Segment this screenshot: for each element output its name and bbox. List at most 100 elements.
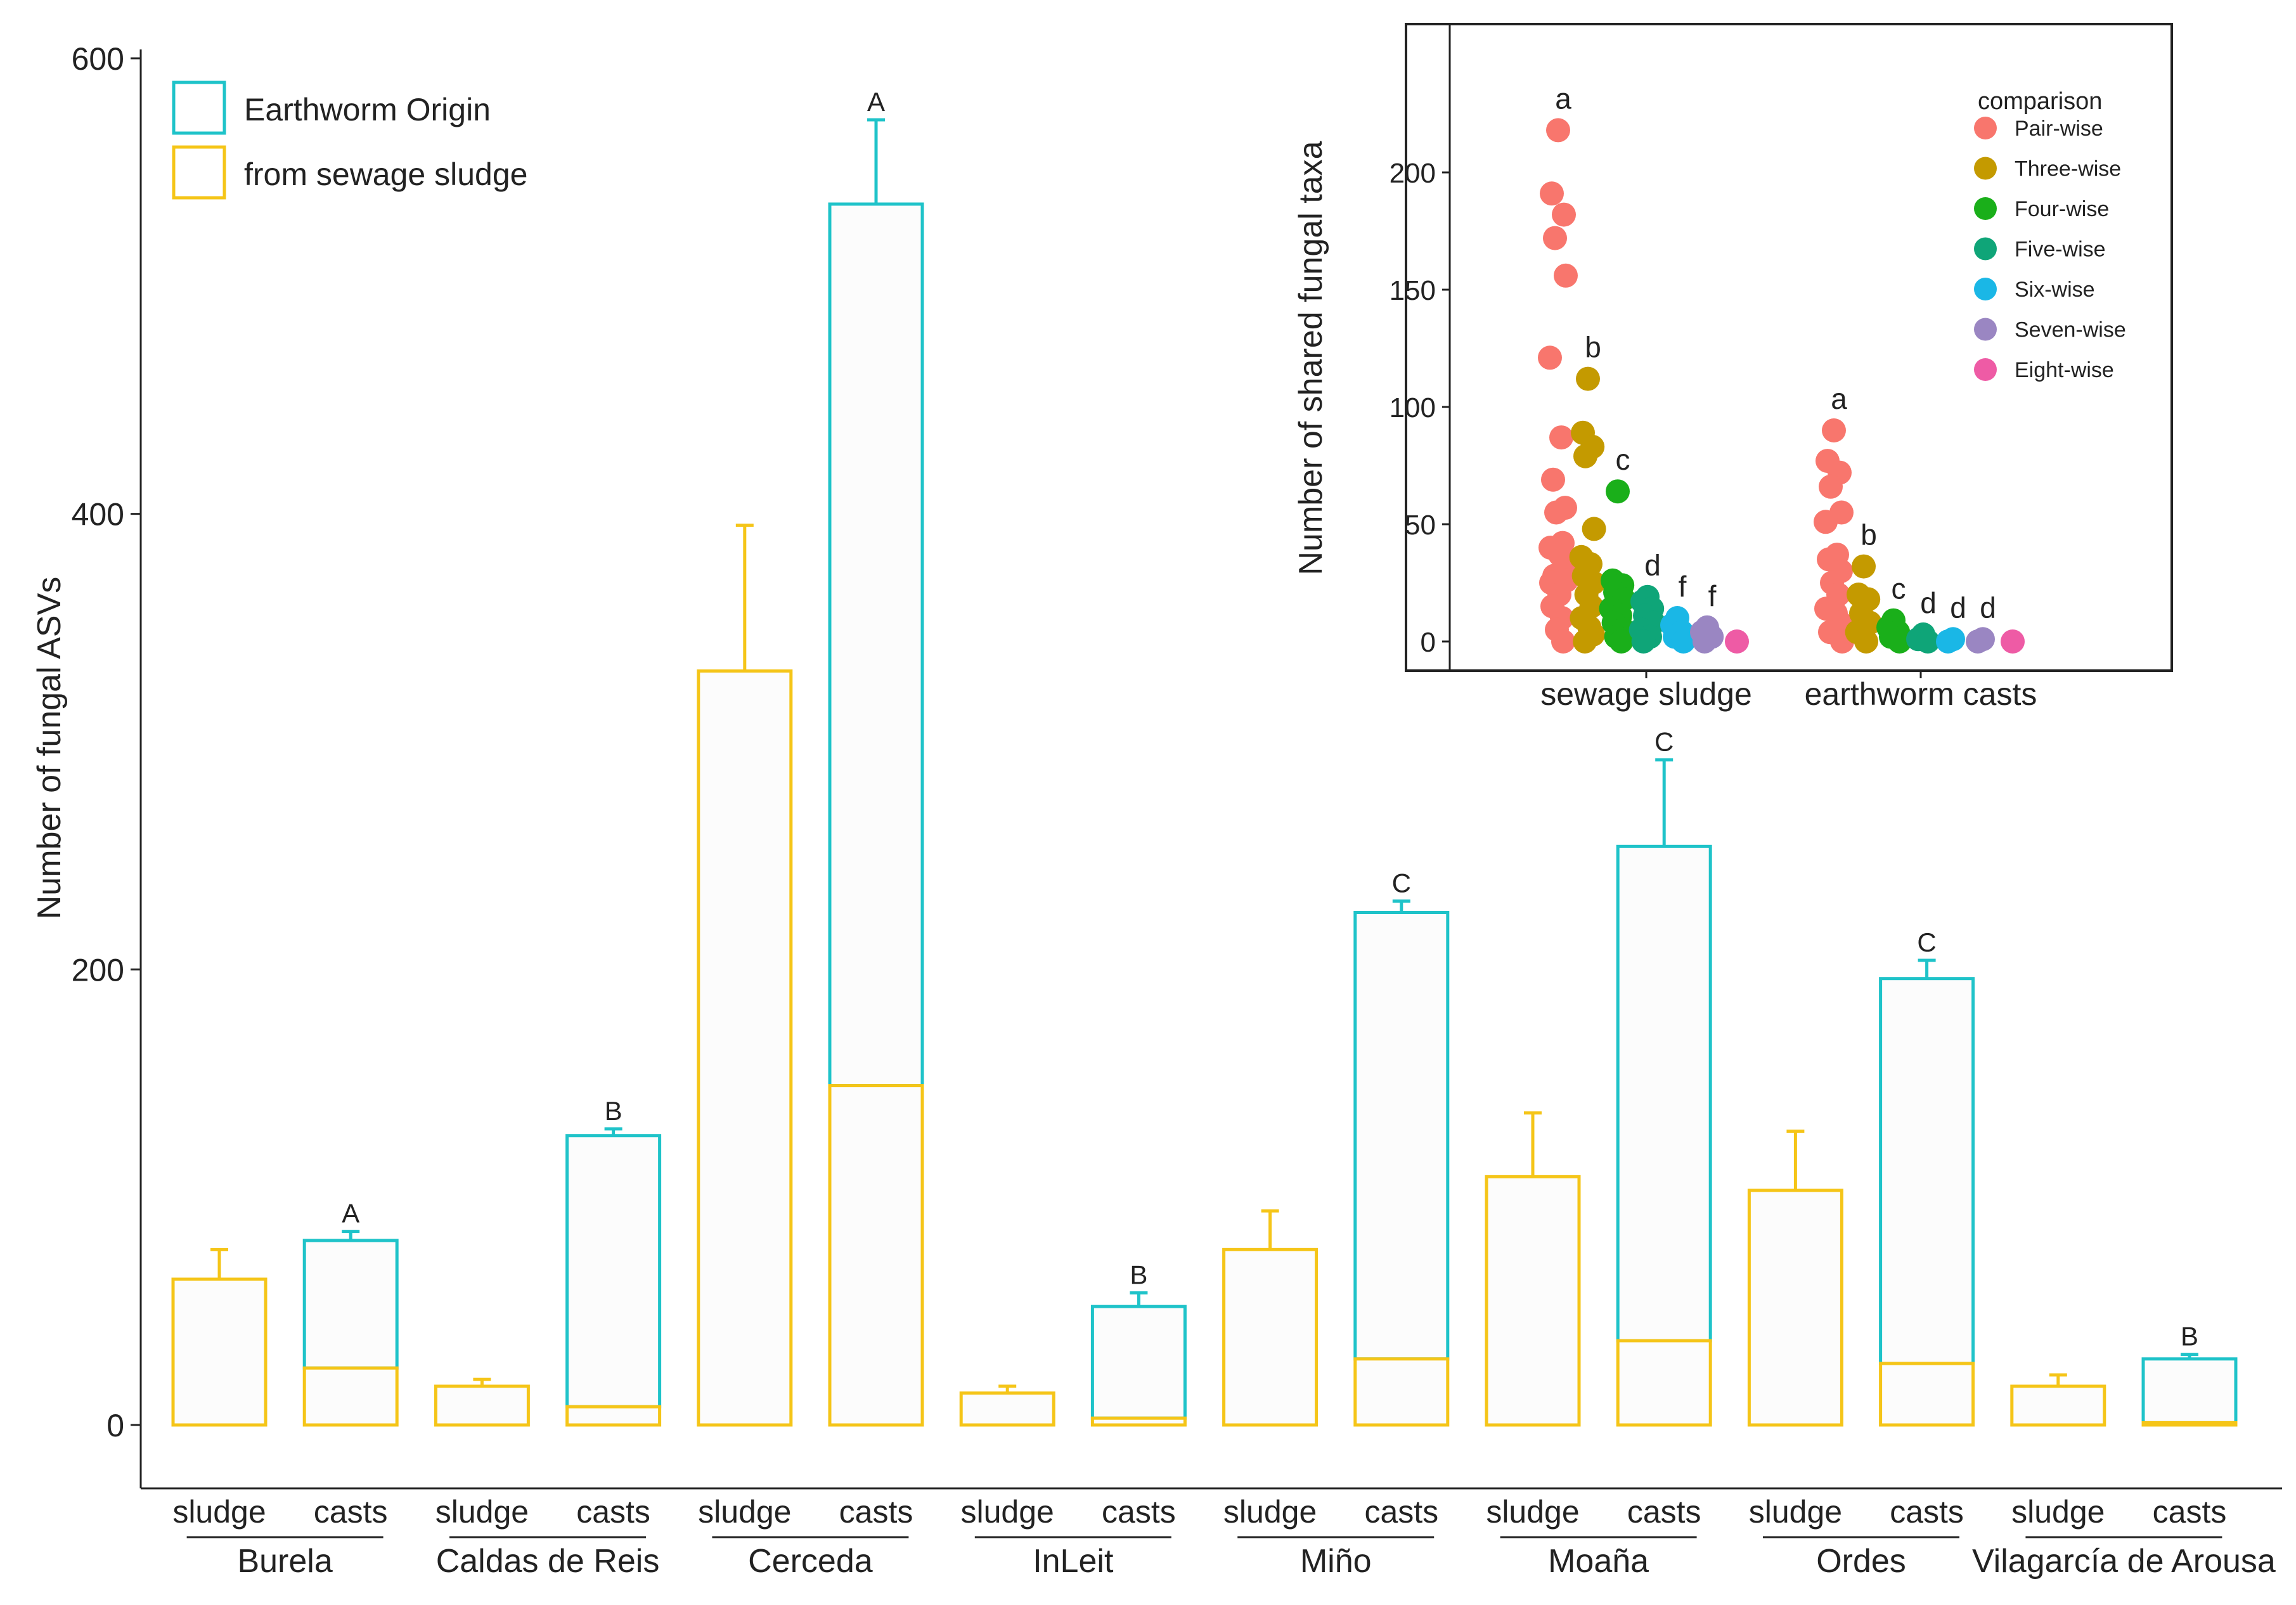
inset-legend-label-four-wise: Four-wise	[2015, 197, 2109, 221]
point-pair-wise-sewage-sludge	[1543, 226, 1567, 250]
significance-letter: A	[867, 87, 885, 117]
bar-group-moana-casts: C	[1616, 727, 1712, 1427]
inset-legend-key-eight-wise	[1974, 358, 1997, 381]
point-eight-wise-earthworm-casts	[2001, 629, 2025, 654]
point-pair-wise-sewage-sludge	[1554, 263, 1578, 288]
x-tick-label-sludge: sludge	[1749, 1494, 1842, 1530]
inset-y-tick-label: 100	[1390, 392, 1436, 423]
significance-letter: A	[342, 1199, 359, 1228]
inset-y-tick-label: 150	[1390, 275, 1436, 306]
main-y-axis-title: Number of fungal ASVs	[31, 577, 68, 920]
point-pair-wise-sewage-sludge	[1549, 425, 1573, 450]
point-four-wise-earthworm-casts	[1887, 629, 1912, 654]
x-tick-label-sludge: sludge	[435, 1494, 529, 1530]
inset-y-tick-label: 50	[1405, 510, 1436, 541]
inset-legend-label-three-wise: Three-wise	[2015, 157, 2121, 181]
inset-x-label-earthworm-casts: earthworm casts	[1805, 676, 2037, 712]
bar-group-burela-sludge	[171, 1247, 268, 1427]
point-five-wise-earthworm-casts	[1916, 629, 1940, 654]
inset-significance-letter: b	[1585, 331, 1601, 364]
bar-segment-from-sewage-sludge	[1747, 1189, 1843, 1427]
inset-significance-letter: d	[1920, 586, 1937, 619]
legend-swatch-earthworm-origin	[172, 81, 226, 135]
bar-group-vilagarcia-de-arousa-casts: B	[2141, 1322, 2238, 1427]
bar-group-mino-casts: C	[1353, 868, 1450, 1427]
x-tick-label-casts: casts	[839, 1494, 913, 1530]
point-pair-wise-sewage-sludge	[1551, 629, 1575, 654]
y-tick-label: 600	[72, 41, 124, 77]
inset-legend-key-four-wise	[1974, 197, 1997, 220]
bar-group-caldas-de-reis-sludge	[434, 1377, 530, 1427]
x-tick-label-casts: casts	[1364, 1494, 1438, 1530]
bar-segment-earthworm-origin	[1879, 977, 1975, 1365]
main-x-labels: sludge casts sludge casts sludge casts sludge c…	[172, 1494, 2276, 1580]
inset-significance-letter: d	[1644, 549, 1661, 582]
legend-swatch-from-sewage-sludge	[172, 145, 226, 200]
point-four-wise-sewage-sludge	[1606, 479, 1630, 504]
bar-segment-from-sewage-sludge	[1879, 1362, 1975, 1427]
site-label-caldas-de-reis: Caldas de Reis	[436, 1543, 660, 1580]
bar-segment-earthworm-origin	[302, 1239, 399, 1370]
inset-legend-key-pair-wise	[1974, 117, 1997, 139]
x-tick-label-sludge: sludge	[1486, 1494, 1579, 1530]
significance-letter: C	[1917, 927, 1936, 957]
site-label-vilagarcia-de-arousa: Vilagarcía de Arousa	[1972, 1543, 2276, 1580]
x-tick-label-casts: casts	[1102, 1494, 1176, 1530]
bar-segment-from-sewage-sludge	[171, 1277, 268, 1427]
point-pair-wise-sewage-sludge	[1538, 345, 1562, 370]
inset-significance-letter: c	[1892, 572, 1906, 605]
bar-segment-earthworm-origin	[2141, 1357, 2238, 1424]
inset-significance-letter: c	[1616, 443, 1630, 476]
inset-significance-letter: d	[1980, 591, 1996, 624]
inset-x-label-sewage-sludge: sewage sludge	[1540, 676, 1752, 712]
inset-significance-letter: f	[1679, 570, 1687, 603]
bar-segment-earthworm-origin	[828, 202, 924, 1088]
bar-segment-from-sewage-sludge	[2141, 1421, 2238, 1427]
inset-significance-letter: d	[1950, 591, 1966, 624]
point-pair-wise-sewage-sludge	[1546, 118, 1570, 143]
point-pair-wise-earthworm-casts	[1819, 474, 1843, 499]
point-three-wise-earthworm-casts	[1854, 629, 1878, 654]
inset-significance-letter: a	[1555, 82, 1571, 115]
inset-legend-key-three-wise	[1974, 157, 1997, 180]
point-three-wise-sewage-sludge	[1576, 366, 1600, 391]
significance-letter: B	[605, 1096, 622, 1126]
bar-segment-from-sewage-sludge	[434, 1384, 530, 1427]
point-pair-wise-sewage-sludge	[1541, 467, 1565, 492]
y-tick-label: 400	[72, 497, 124, 532]
inset-legend-title: comparison	[1978, 88, 2102, 115]
point-three-wise-sewage-sludge	[1573, 444, 1597, 468]
inset-points	[1538, 118, 2025, 654]
bar-segment-earthworm-origin	[1353, 911, 1450, 1361]
inset-panel-border	[1405, 23, 2173, 672]
site-label-moana: Moaña	[1548, 1543, 1649, 1580]
point-five-wise-sewage-sludge	[1631, 629, 1656, 654]
significance-letter: B	[1130, 1260, 1147, 1290]
inset-axes: 0 50 100 150 200	[1390, 24, 1922, 678]
x-tick-label-sludge: sludge	[2011, 1494, 2105, 1530]
legend-label-from-sewage-sludge: from sewage sludge	[244, 157, 527, 192]
bar-segment-earthworm-origin	[565, 1134, 662, 1408]
x-tick-label-sludge: sludge	[698, 1494, 791, 1530]
inset-legend-label-seven-wise: Seven-wise	[2015, 318, 2126, 342]
point-pair-wise-sewage-sludge	[1540, 181, 1564, 206]
bar-group-ordes-sludge	[1747, 1129, 1843, 1427]
inset-legend-label-pair-wise: Pair-wise	[2015, 117, 2103, 141]
bar-segment-earthworm-origin	[1616, 844, 1712, 1343]
bar-segment-from-sewage-sludge	[959, 1391, 1055, 1427]
site-label-cerceda: Cerceda	[748, 1543, 873, 1580]
bar-group-burela-casts: A	[302, 1199, 399, 1427]
main-y-ticks: 0 200 400 600	[72, 41, 141, 1443]
significance-letter: C	[1654, 727, 1674, 757]
point-four-wise-sewage-sludge	[1609, 629, 1634, 654]
inset-legend-key-five-wise	[1974, 237, 1997, 261]
point-seven-wise-earthworm-casts	[1966, 629, 1990, 654]
inset-significance-letter: a	[1831, 382, 1847, 415]
point-seven-wise-sewage-sludge	[1693, 629, 1717, 654]
significance-letter: B	[2181, 1322, 2198, 1351]
bar-segment-from-sewage-sludge	[1616, 1339, 1712, 1427]
point-three-wise-sewage-sludge	[1573, 629, 1597, 654]
